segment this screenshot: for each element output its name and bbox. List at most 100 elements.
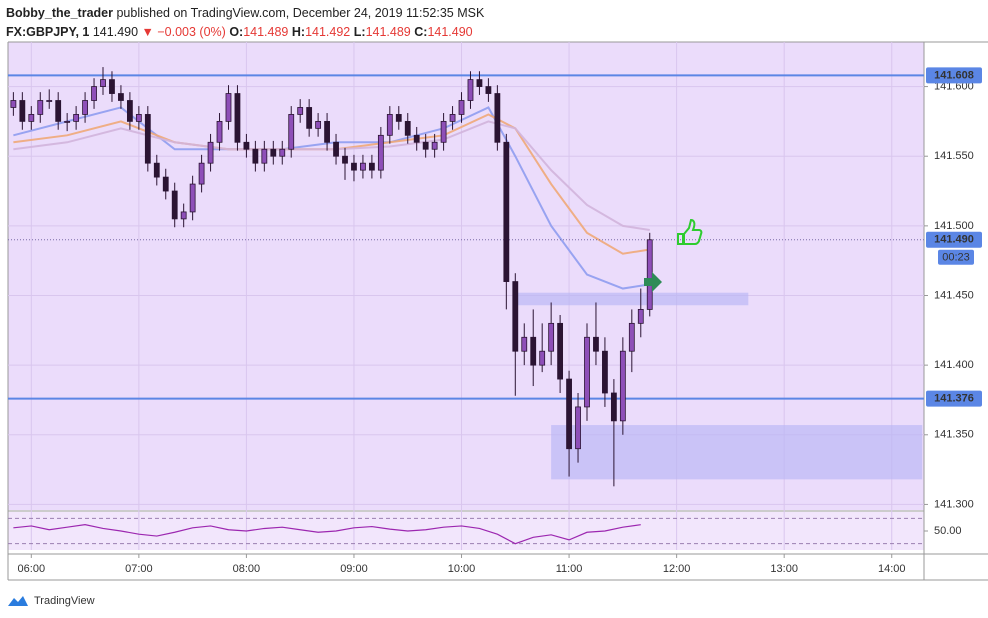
candle-body [234, 93, 241, 143]
candle-body [458, 100, 465, 115]
candle-body [431, 141, 438, 150]
candle-body [28, 114, 35, 122]
y-tick-label: 141.350 [934, 429, 974, 441]
y-tick-label: 141.400 [934, 359, 974, 371]
zone [551, 425, 923, 480]
candle-body [91, 86, 97, 101]
price-label: 141.608 [934, 69, 974, 81]
candle-body [602, 350, 608, 394]
candle-body [342, 155, 348, 164]
candle-body [467, 79, 474, 101]
candle-body [315, 120, 322, 129]
last-price-label: 141.490 [934, 234, 974, 246]
candle-body [386, 114, 393, 136]
y-tick-label: 141.500 [934, 220, 974, 232]
x-tick-label: 09:00 [340, 563, 368, 575]
candle-body [324, 120, 330, 143]
candle-body [288, 114, 295, 150]
candle-body [64, 120, 71, 123]
moving-average [13, 120, 650, 232]
candle-body [109, 79, 115, 94]
candle-body [503, 141, 510, 282]
ohlc-value: 141.490 [427, 25, 473, 39]
candle-body [395, 114, 402, 122]
candle-body [610, 392, 617, 422]
ohlc: O:141.489 H:141.492 L:141.489 C:141.490 [229, 25, 472, 39]
candle-body [126, 100, 133, 122]
rsi-tick-label: 50.00 [934, 525, 962, 537]
symbol: FX:GBPJPY, 1 [6, 25, 90, 39]
candle-body [476, 79, 483, 87]
candle-body [216, 120, 223, 143]
publish-line: Bobby_the_trader published on TradingVie… [6, 4, 484, 23]
countdown-box [938, 249, 974, 265]
candle-body [46, 100, 53, 102]
ohlc-value: 141.489 [365, 25, 411, 39]
price-label-box [926, 390, 982, 407]
published: published on TradingView.com, December 2… [116, 6, 485, 20]
candle-body [225, 93, 232, 122]
candle-body [19, 100, 26, 122]
candle-body [279, 148, 286, 157]
candle-body [584, 336, 590, 408]
price: 141.490 [92, 25, 139, 39]
symbol-line: FX:GBPJPY, 1 141.490 ▼ −0.003 (0%) O:141… [6, 23, 484, 42]
candle-body [55, 100, 62, 122]
candle-body [557, 322, 564, 380]
candle-body [422, 141, 429, 150]
candle-body [306, 107, 313, 129]
candle-body [10, 100, 17, 108]
author: Bobby_the_trader [6, 6, 113, 20]
candle-body [404, 120, 411, 136]
candle-body [333, 141, 339, 157]
zone [515, 292, 749, 306]
x-tick-label: 13:00 [770, 563, 798, 575]
x-tick-label: 10:00 [448, 563, 476, 575]
candle-body [440, 120, 447, 143]
logo [8, 596, 28, 606]
candle-body [566, 378, 572, 450]
candle-body [646, 239, 653, 310]
candle-body [144, 114, 151, 164]
candle-body [82, 100, 88, 115]
candle-body [162, 176, 169, 192]
candle-body [189, 183, 196, 213]
ohlc-value: 141.492 [305, 25, 351, 39]
candle-body [243, 141, 250, 150]
candle-body [135, 114, 142, 122]
candle-body [171, 190, 178, 220]
candle-body [100, 79, 106, 87]
price-label: 141.376 [934, 392, 974, 404]
candle-body [207, 141, 214, 164]
candle-body [261, 148, 268, 164]
candle-body [512, 281, 519, 352]
x-tick-label: 12:00 [663, 563, 691, 575]
candle-body [619, 350, 626, 422]
candle-body [575, 406, 581, 450]
candle-body [297, 107, 304, 115]
candle-body [118, 93, 124, 101]
candle-body [153, 162, 160, 178]
candle-body [360, 162, 366, 171]
rsi-background [8, 512, 924, 550]
ohlc-label: H: [291, 25, 306, 39]
y-tick-label: 141.450 [934, 289, 974, 301]
ohlc-label: O: [229, 25, 244, 39]
candle-body [413, 134, 420, 143]
candle-body [449, 114, 456, 122]
candle-body [521, 336, 528, 352]
decorations [644, 218, 703, 292]
ohlc-label: L: [353, 25, 366, 39]
arrow-icon [644, 272, 662, 292]
rsi-line [13, 524, 641, 545]
countdown: 00:23 [942, 252, 970, 264]
candle-body [270, 148, 277, 157]
candle-body [530, 336, 537, 366]
candle-body [637, 309, 644, 324]
y-tick-label: 141.600 [934, 80, 974, 92]
candle-body [593, 336, 599, 352]
x-tick-label: 07:00 [125, 563, 153, 575]
candle-body [377, 134, 384, 171]
